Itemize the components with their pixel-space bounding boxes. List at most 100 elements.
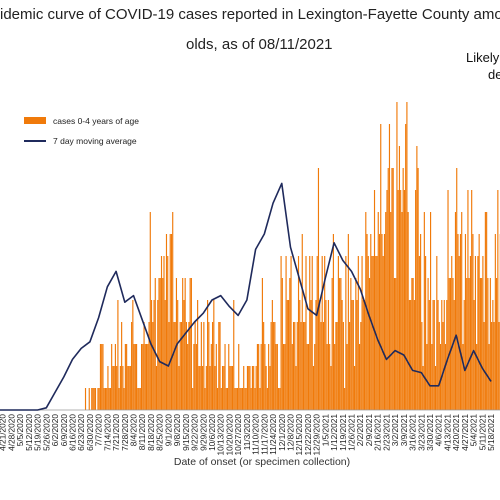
x-tick-label: 5/26/2020 [41, 414, 51, 451]
bar [301, 234, 303, 410]
bar [496, 278, 498, 410]
bar [391, 168, 393, 410]
bar [387, 168, 389, 410]
bar [129, 366, 131, 410]
bar [231, 366, 234, 410]
bar [133, 344, 135, 410]
bar [279, 388, 281, 410]
bar [99, 344, 102, 410]
bar [306, 344, 308, 410]
bar [142, 344, 144, 410]
bar [388, 124, 391, 410]
x-tick-label: 3/30/2021 [425, 414, 435, 451]
x-tick-label: 4/20/2021 [451, 414, 461, 451]
bar [199, 366, 201, 410]
bar [481, 278, 483, 410]
bar [310, 300, 312, 410]
bar [203, 322, 205, 410]
x-tick-label: 9/22/2020 [190, 414, 200, 451]
bar [483, 322, 485, 410]
bar [320, 322, 322, 410]
bar [300, 322, 302, 410]
bar [430, 212, 432, 410]
bar [464, 234, 467, 410]
bar [417, 168, 419, 410]
bar [326, 344, 328, 410]
bar [347, 234, 349, 410]
bar [390, 212, 392, 410]
bar [392, 168, 394, 410]
bar [307, 344, 310, 410]
bar [174, 322, 176, 410]
bar [462, 344, 464, 410]
x-tick-label: 12/8/2020 [285, 414, 295, 451]
bar [373, 190, 376, 410]
bar [179, 322, 181, 410]
bar [259, 388, 261, 410]
bar [334, 344, 336, 410]
bar [223, 366, 225, 410]
bar [244, 388, 246, 410]
bar [221, 366, 224, 410]
legend-line-label: 7 day moving average [53, 136, 137, 146]
bar [449, 278, 452, 410]
bar [331, 278, 333, 410]
bar [241, 388, 244, 410]
bar [304, 322, 306, 410]
bar [486, 212, 488, 410]
bar [210, 344, 212, 410]
bar [269, 366, 271, 410]
x-tick-label: 9/15/2020 [181, 414, 191, 451]
x-tick-label: 6/9/2020 [59, 414, 69, 447]
x-tick-label: 10/13/2020 [216, 414, 226, 456]
legend-bar-label: cases 0-4 years of age [53, 116, 139, 126]
bar [202, 366, 204, 410]
x-tick-labels: 4/21/20204/28/20205/5/20205/12/20205/19/… [0, 414, 496, 456]
bar [88, 388, 90, 410]
bar [354, 366, 356, 410]
bar [444, 344, 447, 410]
x-tick-label: 4/28/2020 [6, 414, 16, 451]
x-tick-label: 6/2/2020 [50, 414, 60, 447]
bar [187, 344, 189, 410]
bar [205, 366, 207, 410]
bar [275, 344, 277, 410]
bar [488, 344, 490, 410]
x-tick-label: 3/2/2021 [390, 414, 400, 447]
bar [170, 234, 173, 410]
bar [197, 300, 199, 410]
bar [381, 234, 383, 410]
x-tick-label: 10/20/2020 [224, 414, 234, 456]
bar [243, 366, 245, 410]
bar [84, 388, 87, 410]
bar [332, 234, 334, 410]
bar [189, 278, 191, 410]
x-tick-label: 7/21/2020 [111, 414, 121, 451]
bar [443, 300, 445, 410]
bar [368, 278, 371, 410]
bar [377, 212, 379, 410]
bar [113, 366, 115, 410]
bar [471, 190, 473, 410]
bar [482, 256, 484, 410]
bar [172, 212, 174, 410]
bar [240, 388, 242, 410]
legend-bar-swatch [24, 117, 46, 124]
x-tick-label: 5/5/2020 [15, 414, 25, 447]
bar [274, 322, 276, 410]
x-tick-label: 4/6/2021 [434, 414, 444, 447]
bar [254, 388, 256, 410]
bar [498, 322, 500, 410]
bar [463, 300, 465, 410]
bar [380, 124, 382, 410]
x-tick-label: 5/12/2020 [24, 414, 34, 451]
bar [428, 300, 430, 410]
bar [216, 388, 219, 410]
bar [437, 300, 439, 410]
bar [116, 366, 118, 410]
bar [413, 300, 415, 410]
x-tick-label: 2/2/2021 [355, 414, 365, 447]
bar [131, 322, 133, 410]
x-tick-label: 2/16/2021 [373, 414, 383, 451]
